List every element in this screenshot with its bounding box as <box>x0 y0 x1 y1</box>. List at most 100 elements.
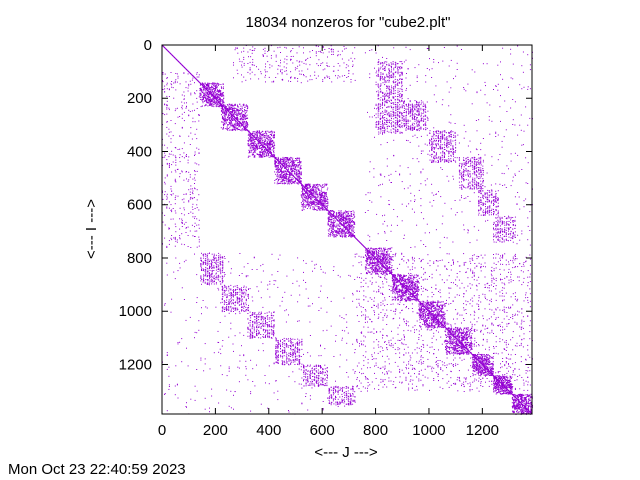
nonzero-point <box>386 254 388 256</box>
nonzero-point <box>287 161 289 163</box>
nonzero-point <box>211 83 213 85</box>
nonzero-point <box>390 267 392 269</box>
nonzero-point <box>254 149 256 151</box>
nonzero-point <box>349 227 351 229</box>
nonzero-point <box>318 203 320 205</box>
nonzero-point <box>320 197 322 199</box>
nonzero-point <box>270 140 272 142</box>
nonzero-point <box>290 174 291 176</box>
nonzero-point <box>310 201 312 203</box>
nonzero-point <box>277 163 279 165</box>
nonzero-point <box>371 265 373 267</box>
nonzero-point <box>262 133 264 135</box>
nonzero-point <box>410 298 411 300</box>
nonzero-point <box>383 271 385 273</box>
nonzero-point <box>313 206 315 208</box>
nonzero-point <box>222 127 224 128</box>
nonzero-point <box>274 180 276 181</box>
nonzero-point <box>232 115 233 117</box>
nonzero-point <box>343 219 344 221</box>
nonzero-point <box>340 222 342 224</box>
nonzero-point <box>315 184 317 186</box>
nonzero-point <box>259 155 261 157</box>
nonzero-point <box>413 296 415 298</box>
nonzero-point <box>279 178 281 180</box>
nonzero-point <box>307 200 309 202</box>
nonzero-point <box>233 110 235 111</box>
nonzero-point <box>221 110 223 112</box>
nonzero-point <box>218 94 220 96</box>
nonzero-point <box>220 100 222 102</box>
nonzero-point <box>386 266 388 268</box>
nonzero-point <box>230 111 231 113</box>
nonzero-point <box>394 293 396 295</box>
nonzero-point <box>340 214 342 216</box>
nonzero-point <box>241 117 243 119</box>
nonzero-point <box>341 214 343 216</box>
nonzero-point <box>384 270 386 272</box>
nonzero-point <box>258 141 260 143</box>
nonzero-point <box>224 112 226 114</box>
nonzero-point <box>329 210 331 212</box>
nonzero-point <box>409 285 411 287</box>
nonzero-point <box>283 165 284 167</box>
nonzero-point <box>214 97 216 98</box>
nonzero-point <box>213 106 215 108</box>
nonzero-point <box>338 225 340 227</box>
nonzero-point <box>313 193 315 195</box>
nonzero-point <box>339 212 341 214</box>
nonzero-point <box>236 108 237 110</box>
nonzero-point <box>266 144 268 146</box>
nonzero-point <box>405 294 407 296</box>
nonzero-point <box>230 105 232 107</box>
nonzero-point <box>206 88 208 90</box>
nonzero-point <box>327 202 329 204</box>
nonzero-point <box>255 134 257 136</box>
nonzero-point <box>389 257 391 259</box>
nonzero-point <box>286 173 288 175</box>
nonzero-point <box>321 207 323 208</box>
nonzero-point <box>308 201 310 203</box>
nonzero-point <box>231 106 232 108</box>
nonzero-point <box>308 187 310 189</box>
nonzero-point <box>243 104 245 106</box>
nonzero-point <box>331 231 333 232</box>
nonzero-point <box>285 170 287 172</box>
nonzero-point <box>330 232 332 233</box>
nonzero-point <box>386 251 388 252</box>
nonzero-point <box>240 119 242 121</box>
nonzero-point <box>321 185 323 187</box>
nonzero-point <box>291 173 293 175</box>
nonzero-point <box>216 86 218 88</box>
nonzero-point <box>366 272 367 274</box>
nonzero-point <box>269 134 271 135</box>
nonzero-point <box>211 99 213 101</box>
nonzero-point <box>250 143 252 145</box>
nonzero-point <box>391 269 392 271</box>
nonzero-point <box>310 194 312 196</box>
nonzero-point <box>213 101 214 103</box>
nonzero-point <box>311 202 313 204</box>
nonzero-point <box>296 164 298 166</box>
nonzero-point <box>394 274 396 276</box>
nonzero-point <box>234 126 236 128</box>
nonzero-point <box>208 82 210 84</box>
nonzero-point <box>385 255 387 257</box>
nonzero-point <box>238 113 240 115</box>
nonzero-point <box>377 269 379 271</box>
nonzero-point <box>369 255 371 257</box>
nonzero-point <box>289 181 291 183</box>
nonzero-point <box>375 270 377 271</box>
nonzero-point <box>344 226 346 228</box>
nonzero-point <box>369 256 371 258</box>
nonzero-point <box>305 189 307 191</box>
nonzero-point <box>302 192 304 194</box>
nonzero-point <box>288 165 289 167</box>
nonzero-point <box>288 179 289 181</box>
nonzero-point <box>238 106 240 108</box>
nonzero-point <box>312 184 314 186</box>
nonzero-point <box>229 126 231 128</box>
nonzero-point <box>255 132 257 133</box>
nonzero-point <box>333 228 335 230</box>
